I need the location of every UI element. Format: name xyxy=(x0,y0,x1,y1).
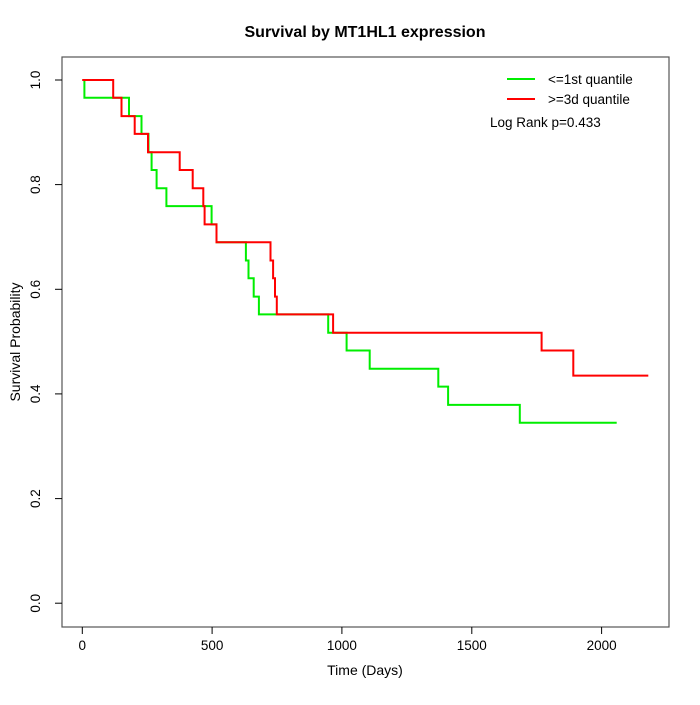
km-curve-high-quantile xyxy=(82,79,649,377)
y-tick-label: 0.2 xyxy=(28,489,43,508)
km-curve-low-quantile xyxy=(82,79,617,424)
x-tick-label: 0 xyxy=(79,638,87,653)
x-tick-label: 1000 xyxy=(327,638,357,653)
x-tick-label: 500 xyxy=(201,638,224,653)
axes: 0 500 1000 1500 2000 0.0 0.2 0.4 0.6 0.8 1.0 xyxy=(28,71,617,653)
x-tick-label: 2000 xyxy=(587,638,617,653)
legend-label-low-quantile: <=1st quantile xyxy=(548,72,633,87)
legend: <=1st quantile >=3d quantile Log Rank p=… xyxy=(490,72,633,130)
y-tick-label: 0.6 xyxy=(28,280,43,299)
y-tick-label: 0.8 xyxy=(28,175,43,194)
x-axis-label: Time (Days) xyxy=(327,662,403,678)
chart-title: Survival by MT1HL1 expression xyxy=(245,24,486,41)
x-tick-label: 1500 xyxy=(457,638,487,653)
legend-label-high-quantile: >=3d quantile xyxy=(548,92,630,107)
curves xyxy=(82,79,649,424)
log-rank-annotation: Log Rank p=0.433 xyxy=(490,115,601,130)
y-tick-label: 1.0 xyxy=(28,71,43,90)
y-axis-label: Survival Probability xyxy=(7,282,23,401)
plot-box xyxy=(61,56,670,628)
y-tick-label: 0.0 xyxy=(28,594,43,613)
y-tick-label: 0.4 xyxy=(28,384,43,403)
